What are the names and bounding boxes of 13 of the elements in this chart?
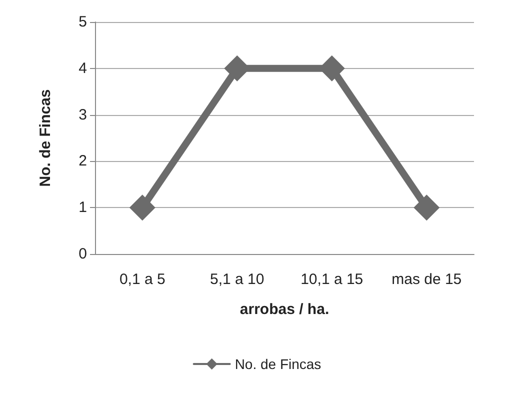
y-tick-label: 3 [78,106,87,124]
x-axis-title: arrobas / ha. [240,301,330,318]
y-tick-label: 4 [78,60,87,77]
y-axis-title: No. de Fincas [37,89,54,187]
x-tick-label: 10,1 a 15 [300,271,364,288]
x-tick-label: mas de 15 [392,271,462,288]
x-tick-label: 0,1 a 5 [119,271,166,288]
y-tick-label: 5 [78,14,87,30]
y-tick-label: 2 [78,152,87,170]
y-tick-label: 0 [78,246,87,262]
x-tick-label: 5,1 a 10 [210,271,264,288]
y-tick-label: 1 [78,199,87,216]
legend-label: No. de Fincas [234,356,322,372]
